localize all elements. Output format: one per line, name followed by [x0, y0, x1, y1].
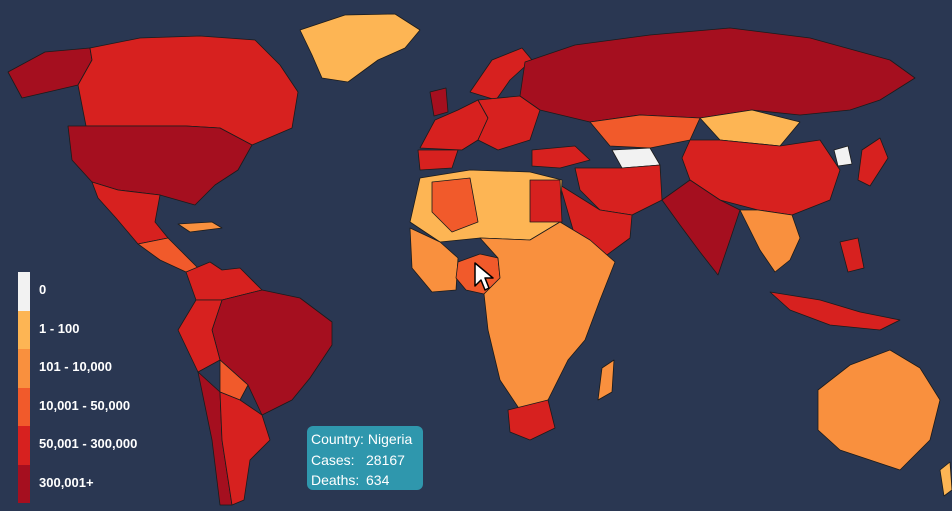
tooltip-cases-label: Cases:: [311, 451, 355, 468]
legend-swatch: [18, 464, 30, 503]
country-algeria[interactable]: [431, 177, 479, 233]
country-new-zealand[interactable]: [939, 461, 952, 497]
country-kazakhstan[interactable]: [589, 114, 701, 149]
tooltip-cases-value: 28167: [366, 451, 405, 468]
country-japan[interactable]: [857, 137, 889, 187]
legend-swatch: [18, 426, 30, 465]
country-india[interactable]: [661, 179, 741, 276]
country-central-africa[interactable]: [479, 221, 616, 411]
legend-label: 50,001 - 300,000: [39, 436, 138, 451]
country-australia[interactable]: [817, 349, 941, 471]
country-greenland[interactable]: [299, 13, 421, 83]
tooltip-deaths-value: 634: [366, 472, 390, 488]
country-western-europe[interactable]: [419, 99, 489, 151]
legend-label: 10,001 - 50,000: [39, 397, 131, 413]
legend-label: 0: [39, 282, 47, 297]
country-spain[interactable]: [417, 149, 459, 171]
country-russia[interactable]: [519, 27, 916, 123]
country-south-africa[interactable]: [507, 399, 556, 441]
country-iran[interactable]: [574, 164, 663, 216]
country-madagascar[interactable]: [597, 359, 615, 401]
country-turkey[interactable]: [531, 145, 591, 169]
country-argentina[interactable]: [219, 391, 271, 506]
tooltip-country-label: Country:: [311, 431, 364, 447]
country-uk[interactable]: [429, 87, 449, 117]
country-eastern-europe[interactable]: [477, 95, 541, 151]
tooltip-country-row: Country: Nigeria: [311, 429, 419, 450]
legend-label: 1 - 100: [39, 320, 80, 336]
country-west-africa[interactable]: [409, 227, 459, 293]
tooltip-cases-row: Cases: 28167: [311, 450, 419, 471]
arrow-cursor-icon: [474, 262, 494, 291]
legend-swatch: [18, 387, 30, 426]
legend-swatch: [18, 310, 30, 349]
legend-label: 300,001+: [39, 474, 94, 490]
tooltip-deaths-label: Deaths:: [311, 472, 360, 488]
country-north-korea[interactable]: [833, 145, 853, 167]
legend-swatch: [18, 349, 30, 388]
country-southeast-asia[interactable]: [739, 209, 801, 273]
tooltip-country-value: Nigeria: [367, 431, 413, 447]
legend-label: 101 - 10,000: [39, 359, 113, 374]
country-turkmenistan[interactable]: [611, 147, 661, 169]
country-tooltip: Country: Nigeria Cases: 28167 Deaths: 634: [307, 426, 423, 490]
tooltip-deaths-row: Deaths: 634: [311, 470, 419, 491]
country-philippines[interactable]: [839, 237, 865, 273]
country-usa[interactable]: [67, 125, 253, 206]
country-egypt[interactable]: [529, 179, 563, 223]
country-indonesia[interactable]: [769, 291, 901, 331]
country-mongolia[interactable]: [699, 109, 801, 147]
country-china[interactable]: [681, 139, 841, 216]
country-cuba[interactable]: [177, 221, 223, 233]
legend-swatch: [18, 272, 30, 311]
country-central-america[interactable]: [137, 237, 199, 273]
